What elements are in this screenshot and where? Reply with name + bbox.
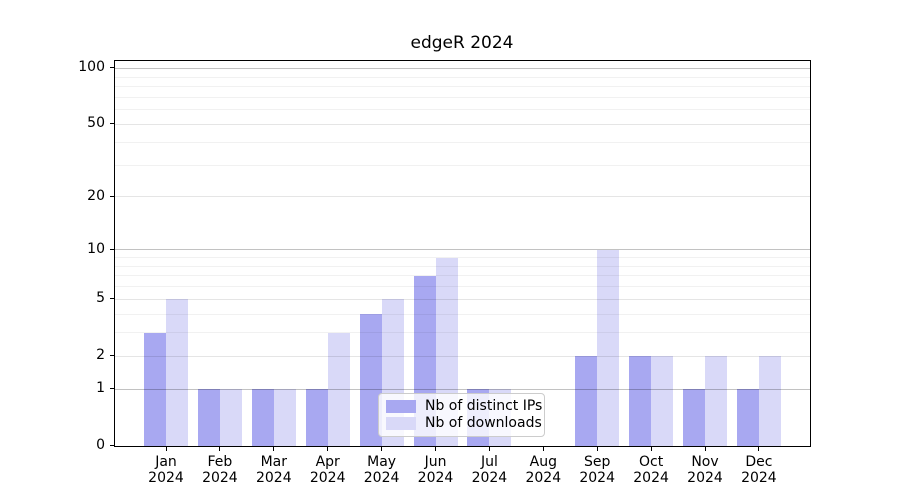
x-tick-label-year: 2024 (633, 469, 669, 486)
bar-downloads-jan (166, 299, 188, 446)
x-tick-label-month: Mar (260, 454, 287, 470)
bar-downloads-oct (651, 356, 674, 446)
bar-distinct-ips-dec (736, 389, 759, 446)
x-tick-label-month: Jul (480, 454, 498, 470)
x-tick-label-month: Feb (207, 454, 233, 470)
x-tick (650, 447, 652, 451)
x-tick-label-sep: Sep 2024 (569, 454, 625, 486)
legend-row-downloads: Nb of downloads (386, 416, 542, 431)
legend-label-downloads: Nb of downloads (425, 415, 542, 431)
y-tick (110, 298, 115, 300)
y-tick (110, 248, 115, 250)
x-tick-label-year: 2024 (741, 469, 777, 486)
x-tick-label-year: 2024 (687, 469, 723, 486)
chart-title: edgeR 2024 (410, 33, 514, 53)
bar-downloads-mar (273, 389, 296, 446)
x-tick (381, 447, 383, 451)
x-tick-label-month: Jan (155, 454, 177, 470)
x-tick-label-month: Nov (691, 454, 719, 470)
x-tick (596, 447, 598, 451)
x-tick-label-mar: Mar 2024 (246, 454, 302, 486)
x-tick-label-year: 2024 (471, 469, 508, 486)
x-tick-label-month: May (367, 454, 397, 470)
y-tick (110, 355, 115, 357)
y-tick-label: 5 (96, 290, 105, 307)
x-tick-label-year: 2024 (579, 469, 615, 486)
x-tick-label-aug: Aug 2024 (515, 454, 571, 486)
x-tick-label-year: 2024 (309, 469, 346, 486)
x-tick (219, 447, 221, 451)
x-tick-label-year: 2024 (148, 469, 184, 486)
y-tick (110, 123, 115, 125)
x-tick-label-year: 2024 (255, 469, 292, 486)
bar-distinct-ips-nov (683, 389, 705, 446)
legend-row-distinct-ips: Nb of distinct IPs (386, 399, 542, 414)
x-tick-label-jan: Jan 2024 (138, 454, 194, 486)
bar-distinct-ips-feb (197, 389, 220, 446)
x-tick (435, 447, 436, 451)
x-tick-label-year: 2024 (202, 469, 238, 486)
bar-distinct-ips-mar (251, 389, 274, 446)
bar-distinct-ips-jan (144, 332, 166, 446)
bar-distinct-ips-apr (305, 389, 328, 446)
bar-distinct-ips-sep (575, 356, 598, 446)
x-tick-label-year: 2024 (525, 469, 562, 486)
x-tick-label-oct: Oct 2024 (623, 454, 679, 486)
x-tick-label-month: Oct (638, 454, 664, 470)
bar-downloads-feb (219, 389, 242, 446)
y-tick (110, 67, 115, 69)
x-tick-label-feb: Feb 2024 (192, 454, 248, 486)
bar-downloads-sep (597, 249, 620, 446)
x-tick-label-year: 2024 (363, 469, 400, 486)
x-tick-label-month: Sep (583, 454, 611, 470)
x-tick-label-month: Dec (745, 454, 773, 470)
legend-label-distinct-ips: Nb of distinct IPs (425, 398, 543, 414)
legend: Nb of distinct IPs Nb of downloads (378, 393, 545, 437)
y-tick-label: 100 (78, 59, 105, 76)
x-tick-label-jun: Jun 2024 (408, 454, 464, 486)
x-tick-label-month: Apr (315, 454, 340, 470)
bars-layer (115, 61, 810, 446)
bar-distinct-ips-oct (629, 356, 652, 446)
x-tick (165, 447, 167, 451)
y-tick (110, 445, 115, 446)
bar-distinct-ips-may (359, 314, 382, 446)
x-tick-label-dec: Dec 2024 (731, 454, 787, 486)
bar-downloads-dec (758, 356, 781, 446)
x-tick (704, 447, 706, 451)
y-tick (110, 195, 115, 197)
x-tick-label-may: May 2024 (354, 454, 410, 486)
bar-downloads-nov (705, 356, 727, 446)
x-tick (327, 447, 329, 451)
x-tick (542, 447, 544, 451)
plot-area (114, 60, 811, 447)
x-tick-label-jul: Jul 2024 (461, 454, 517, 486)
x-tick-label-apr: Apr 2024 (300, 454, 356, 486)
x-tick (758, 447, 760, 451)
x-tick-label-month: Aug (529, 454, 557, 470)
x-tick (273, 447, 275, 451)
y-tick (110, 388, 115, 390)
y-tick-label: 2 (96, 347, 105, 364)
legend-swatch-distinct-ips-icon (386, 400, 416, 413)
x-tick-label-month: Jun (424, 454, 447, 470)
x-tick (488, 447, 490, 451)
y-tick-label: 10 (87, 240, 105, 257)
x-tick-label-year: 2024 (417, 469, 454, 486)
y-tick-label: 20 (87, 187, 105, 204)
legend-swatch-downloads-icon (386, 417, 416, 430)
x-tick-label-nov: Nov 2024 (677, 454, 733, 486)
y-tick-label: 1 (96, 380, 105, 397)
y-tick-label: 0 (96, 437, 105, 453)
y-tick-label: 50 (87, 115, 105, 132)
bar-downloads-apr (327, 332, 350, 446)
